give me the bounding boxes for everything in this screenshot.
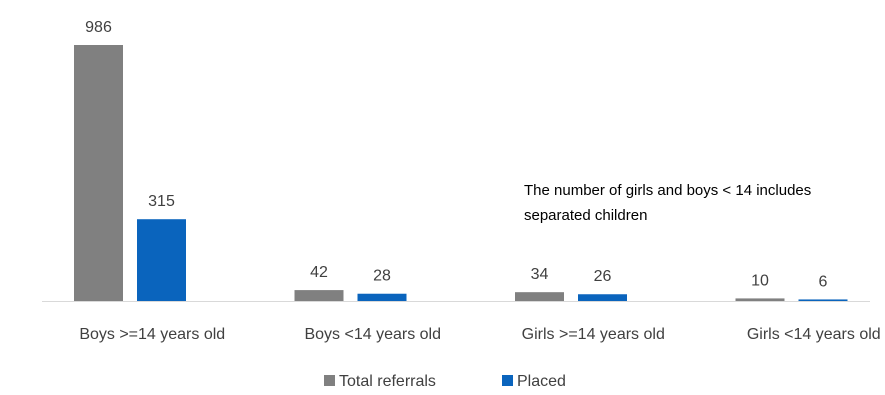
- bar-placed-3: [578, 294, 627, 301]
- bars-group: [74, 45, 848, 301]
- value-labels-group: 986 315 42 28 34 26 10 6: [85, 19, 827, 290]
- legend-swatch-total-referrals: [324, 375, 335, 386]
- bar-total-referrals-4: [735, 298, 785, 301]
- value-label-placed-2: 28: [373, 268, 391, 285]
- value-label-total-referrals-2: 42: [310, 264, 328, 281]
- chart-annotation: The number of girls and boys < 14 includ…: [524, 182, 812, 224]
- category-label-4: Girls <14 years old: [747, 326, 881, 343]
- bar-placed-1: [137, 219, 186, 301]
- bar-placed-4: [798, 299, 848, 301]
- value-label-placed-3: 26: [594, 268, 612, 285]
- value-label-placed-4: 6: [819, 273, 828, 290]
- value-label-total-referrals-3: 34: [531, 266, 549, 283]
- category-label-3: Girls >=14 years old: [522, 326, 665, 343]
- bar-total-referrals-2: [294, 290, 344, 301]
- value-label-total-referrals-4: 10: [751, 272, 769, 289]
- value-label-placed-1: 315: [148, 193, 175, 210]
- category-labels-group: Boys >=14 years old Boys <14 years old Gir…: [79, 326, 880, 343]
- bar-total-referrals-3: [515, 292, 564, 301]
- category-label-1: Boys >=14 years old: [79, 326, 225, 343]
- value-label-total-referrals-1: 986: [85, 19, 112, 36]
- bar-total-referrals-1: [74, 45, 123, 301]
- legend-label-placed: Placed: [517, 373, 566, 390]
- legend: Total referrals Placed: [324, 373, 566, 390]
- category-label-2: Boys <14 years old: [304, 326, 441, 343]
- legend-swatch-placed: [502, 375, 513, 386]
- legend-label-total-referrals: Total referrals: [339, 373, 436, 390]
- bar-placed-2: [357, 293, 407, 301]
